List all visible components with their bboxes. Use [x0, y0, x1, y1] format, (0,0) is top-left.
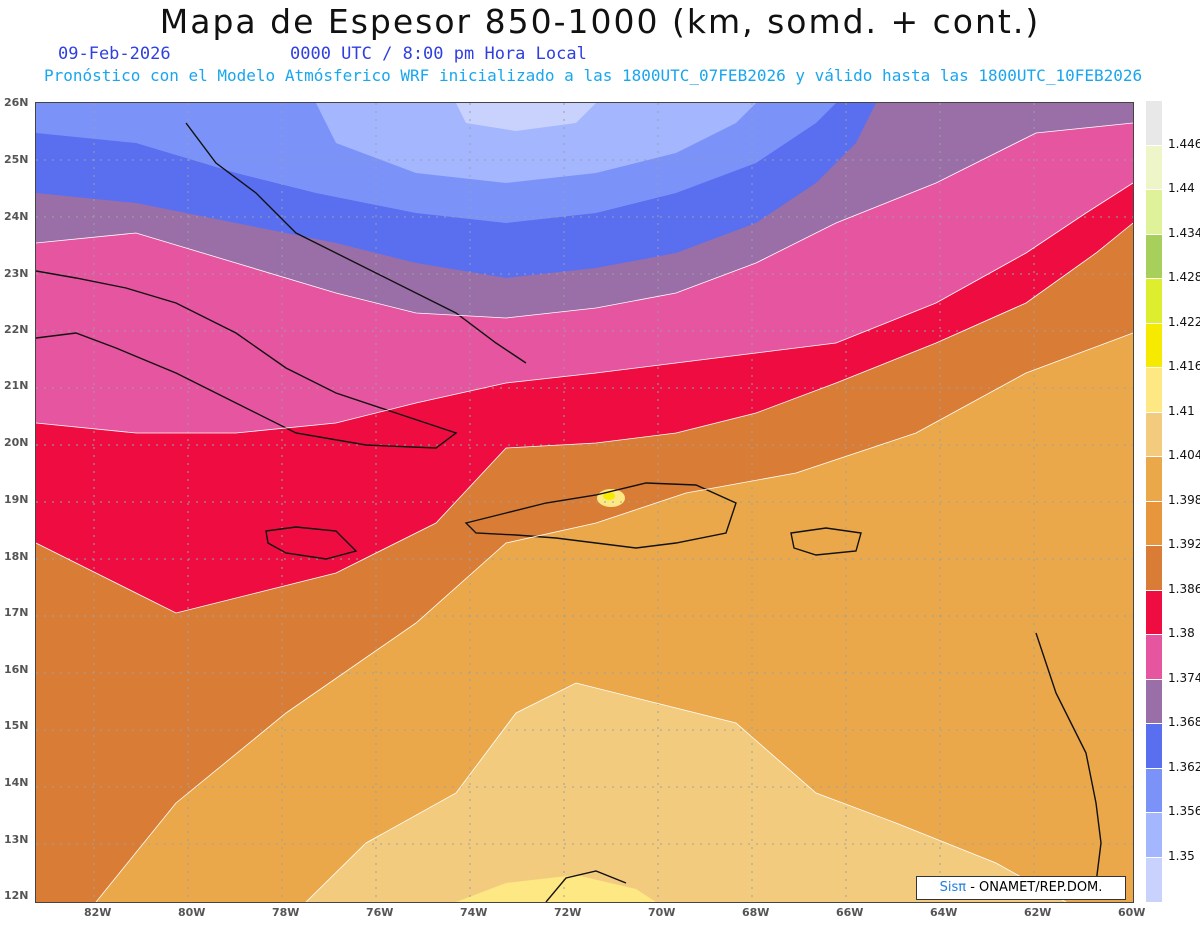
forecast-description: Pronóstico con el Modelo Atmósferico WRF…	[44, 66, 1143, 85]
colorbar-label: 1.392	[1168, 537, 1200, 551]
lon-label: 70W	[648, 906, 676, 919]
colorbar-label: 1.44	[1168, 181, 1195, 195]
contours	[36, 122, 1133, 902]
band-1398	[306, 683, 1066, 902]
colorbar-label: 1.404	[1168, 448, 1200, 462]
sispi-logo: Sisπ	[939, 880, 967, 895]
jamaica-coast	[265, 526, 358, 560]
band-1374	[36, 123, 1133, 433]
colorbar-swatch	[1146, 812, 1162, 858]
colorbar-swatch	[1146, 723, 1162, 769]
lon-label: 82W	[84, 906, 112, 919]
lat-label: 26N	[4, 96, 29, 109]
colorbar-label: 1.422	[1168, 314, 1200, 329]
colorbar-label: 1.434	[1168, 225, 1200, 240]
band-1344	[456, 103, 596, 131]
colorbar-swatch	[1146, 678, 1162, 724]
lon-label: 74W	[460, 906, 488, 919]
lat-label: 24N	[4, 210, 29, 223]
map-canvas	[36, 103, 1133, 902]
colorbar-swatch	[1146, 456, 1162, 502]
forecast-date: 09-Feb-2026	[58, 44, 171, 64]
lat-label: 17N	[4, 606, 29, 619]
colorbar-label: 1.446	[1168, 136, 1200, 151]
thickness-map	[35, 102, 1134, 903]
colorbar-label: 1.416	[1168, 359, 1200, 373]
colorbar-label: 1.362	[1168, 759, 1200, 774]
band-1404	[456, 875, 656, 902]
lat-label: 18N	[4, 550, 29, 563]
colorbar-label: 1.35	[1168, 848, 1195, 863]
colorbar-swatch	[1146, 144, 1162, 190]
puerto-rico-coast	[790, 527, 862, 556]
lat-label: 21N	[4, 379, 29, 392]
hispaniola-coast	[464, 482, 737, 549]
band-1380	[36, 183, 1133, 613]
colorbar-swatch	[1146, 100, 1162, 146]
band-1392	[96, 333, 1133, 902]
lon-label: 80W	[178, 906, 206, 919]
lat-label: 14N	[4, 776, 29, 789]
colorbar-label: 1.356	[1168, 804, 1200, 818]
colorbar-swatch	[1146, 367, 1162, 413]
cuba-coast	[36, 270, 458, 449]
lat-label: 13N	[4, 833, 29, 846]
credit-text: - ONAMET/REP.DOM.	[966, 880, 1103, 895]
colorbar-swatch	[1146, 322, 1162, 368]
colorbar-swatch	[1146, 411, 1162, 457]
colorbar-swatch	[1146, 856, 1162, 902]
hotspot-inner	[603, 492, 615, 500]
lon-label: 72W	[554, 906, 582, 919]
colorbar-swatch	[1146, 545, 1162, 591]
colorbar-swatch	[1146, 634, 1162, 680]
colorbar-label: 1.38	[1168, 626, 1195, 640]
lat-label: 25N	[4, 153, 29, 166]
lat-label: 23N	[4, 267, 29, 280]
colorbar-label: 1.41	[1168, 403, 1195, 418]
colorbar-swatch	[1146, 189, 1162, 235]
lon-label: 68W	[742, 906, 770, 919]
colorbar-swatch	[1146, 589, 1162, 635]
colorbar-label: 1.368	[1168, 715, 1200, 729]
colorbar-swatch	[1146, 233, 1162, 279]
colorbar-swatch	[1146, 278, 1162, 324]
lat-label: 16N	[4, 663, 29, 676]
lat-label: 20N	[4, 436, 29, 449]
colorbar-swatch	[1146, 767, 1162, 813]
lon-label: 60W	[1118, 906, 1146, 919]
colorbar-label: 1.386	[1168, 581, 1200, 596]
lesser-antilles-coast	[1035, 632, 1102, 884]
colorbar-swatch	[1146, 500, 1162, 546]
lon-label: 64W	[930, 906, 958, 919]
lat-label: 15N	[4, 719, 29, 732]
map-title: Mapa de Espesor 850-1000 (km, somd. + co…	[159, 2, 1041, 41]
band-1350	[316, 103, 756, 183]
lon-label: 62W	[1024, 906, 1052, 919]
colorbar-label: 1.428	[1168, 270, 1200, 284]
south-america-coast	[545, 870, 627, 902]
lat-label: 12N	[4, 889, 29, 902]
colorbar-label: 1.398	[1168, 492, 1200, 507]
valid-time: 0000 UTC / 8:00 pm Hora Local	[290, 44, 587, 64]
graticule	[36, 103, 1133, 902]
lat-label: 22N	[4, 323, 29, 336]
lon-label: 78W	[272, 906, 300, 919]
colorbar-label: 1.374	[1168, 670, 1200, 685]
coastlines	[36, 122, 1102, 902]
lat-label: 19N	[4, 493, 29, 506]
bahamas-coast	[185, 122, 527, 364]
lon-label: 66W	[836, 906, 864, 919]
lon-label: 76W	[366, 906, 394, 919]
credit-box: Sisπ - ONAMET/REP.DOM.	[916, 876, 1126, 900]
